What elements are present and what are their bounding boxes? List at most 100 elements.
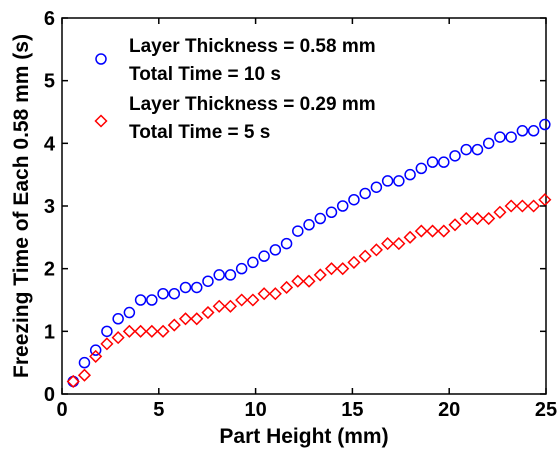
y-tick-label: 6 (44, 8, 55, 30)
data-point (515, 199, 529, 213)
data-point (302, 274, 316, 288)
data-point (527, 125, 540, 137)
data-point (89, 344, 102, 356)
data-point (111, 331, 125, 345)
data-point (212, 299, 226, 313)
data-point (358, 249, 372, 263)
data-point (460, 143, 472, 156)
data-point (459, 211, 473, 226)
legend-label: Layer Thickness = 0.58 mm (129, 36, 376, 57)
data-point (313, 268, 327, 282)
data-point (448, 218, 462, 232)
data-point (336, 200, 349, 212)
data-point (482, 137, 495, 150)
data-point (202, 275, 214, 287)
legend-label: Layer Thickness = 0.29 mm (129, 94, 376, 115)
data-point (470, 211, 485, 226)
data-point (77, 368, 92, 382)
data-point (157, 287, 169, 300)
data-point (493, 205, 507, 219)
data-point (280, 280, 294, 295)
data-point (425, 224, 440, 238)
data-point (235, 293, 249, 307)
data-point (100, 337, 114, 351)
data-point (201, 305, 215, 320)
data-point (336, 262, 350, 276)
x-tick-label: 20 (438, 399, 460, 421)
data-point (324, 262, 339, 276)
legend: Layer Thickness = 0.58 mm Total Time = 10… (94, 36, 376, 143)
data-point (257, 287, 271, 301)
data-point (449, 150, 461, 162)
data-point (325, 206, 338, 219)
x-tick-label: 0 (56, 399, 67, 421)
data-point (178, 312, 193, 326)
data-point (438, 156, 450, 168)
data-point (258, 250, 270, 262)
data-point (190, 281, 203, 294)
data-point (190, 312, 204, 326)
data-point (370, 181, 383, 193)
data-point (381, 237, 395, 251)
data-point (393, 175, 405, 187)
y-tick-label: 2 (44, 259, 55, 281)
data-point (504, 199, 518, 213)
data-point (246, 293, 260, 307)
data-point (122, 324, 136, 338)
data-point (223, 299, 237, 313)
data-point (527, 199, 541, 213)
data-point (134, 324, 148, 338)
data-point (392, 237, 406, 251)
data-point (505, 131, 517, 143)
data-point (89, 349, 103, 363)
data-markers (66, 118, 552, 389)
data-point (145, 324, 159, 338)
data-point (280, 237, 293, 250)
data-point (167, 318, 181, 332)
x-tick-label: 5 (153, 399, 164, 421)
data-point (247, 256, 259, 269)
data-point (303, 219, 315, 231)
data-point (538, 193, 552, 207)
data-point (101, 325, 113, 338)
data-point (235, 262, 248, 275)
y-tick-label: 5 (44, 71, 55, 93)
series-2 (66, 193, 552, 389)
y-tick-label: 4 (44, 133, 56, 155)
data-point (415, 162, 428, 175)
data-point (78, 356, 91, 369)
series-1 (67, 118, 551, 388)
data-point (369, 243, 383, 257)
data-point (437, 224, 451, 238)
data-point (134, 294, 147, 306)
y-axis-title: Freezing Time of Each 0.58 mm (s) (10, 34, 33, 378)
data-point (292, 225, 304, 237)
data-point (471, 143, 484, 156)
x-tick-label: 15 (341, 399, 363, 421)
data-point (224, 269, 237, 281)
legend-sublabel: Total Time = 5 s (129, 122, 270, 143)
data-point (67, 375, 79, 388)
x-tick-label: 10 (244, 399, 266, 421)
data-point (381, 175, 394, 187)
data-point (314, 212, 327, 225)
data-point (213, 269, 225, 281)
data-point (168, 287, 181, 300)
data-point (414, 224, 428, 238)
legend-sublabel: Total Time = 10 s (129, 64, 281, 85)
x-tick-label: 25 (535, 399, 557, 421)
legend-marker (94, 114, 108, 128)
data-point (516, 125, 529, 137)
data-point (112, 313, 124, 325)
data-point (539, 118, 551, 131)
axes: 0 5 10 15 20 25 0 1 2 3 4 5 6 (44, 8, 557, 421)
data-point (482, 211, 496, 226)
data-point (347, 255, 361, 269)
y-tick-label: 0 (44, 384, 55, 406)
data-point (494, 131, 506, 143)
data-point (123, 306, 136, 319)
data-point (66, 374, 80, 389)
data-point (359, 187, 371, 200)
data-point (179, 281, 192, 294)
